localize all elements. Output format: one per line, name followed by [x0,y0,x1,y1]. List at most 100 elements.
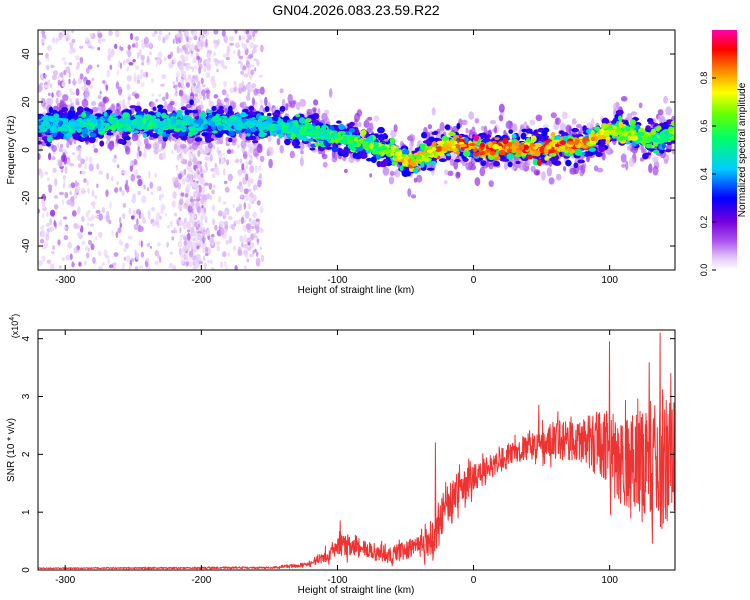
noise-speckle [50,209,56,217]
noise-speckle [147,210,151,215]
noise-speckle [195,185,200,193]
noise-speckle [260,254,265,263]
noise-speckle [141,195,147,204]
noise-speckle [119,62,123,70]
noise-speckle [57,90,60,96]
ridge-halo-point [546,167,553,177]
ridge-point [205,136,211,143]
noise-speckle [98,213,103,221]
noise-speckle [172,191,177,199]
ridge-point [653,149,660,154]
noise-speckle [68,70,71,78]
ridge-point [426,167,435,171]
noise-speckle [40,38,45,44]
ridge-halo-point [382,166,390,176]
ridge-point [299,117,306,124]
noise-speckle [144,36,149,45]
ridge-point [670,120,675,127]
noise-speckle [184,176,190,182]
noise-speckle [251,83,257,89]
ridge-point [428,136,436,143]
noise-speckle [133,75,137,83]
ridge-halo-point [416,174,423,183]
noise-speckle [68,50,73,55]
noise-speckle [73,247,78,254]
noise-speckle [62,33,68,38]
noise-speckle [74,179,78,188]
ridge-point [481,154,486,159]
ridge-point [377,134,386,141]
noise-speckle [202,236,205,244]
ridge-point [273,115,279,122]
noise-speckle [254,232,257,236]
noise-speckle [222,152,225,156]
noise-speckle [217,60,222,64]
noise-speckle [189,255,192,261]
ridge-point [566,136,573,140]
noise-speckle [150,207,155,212]
noise-speckle [171,236,175,241]
noise-speckle [63,178,66,186]
ridge-point [521,128,528,133]
noise-speckle [96,163,100,170]
noise-speckle [126,75,132,82]
noise-speckle [92,205,96,210]
noise-speckle [177,82,182,88]
noise-speckle [91,189,95,197]
noise-speckle [154,260,159,265]
ridge-point [389,137,396,145]
noise-speckle [154,172,158,178]
noise-speckle [149,245,152,249]
noise-speckle [108,30,113,36]
noise-speckle [114,43,118,50]
noise-speckle [140,240,143,248]
ridge-point [338,124,346,130]
noise-speckle [213,39,217,45]
noise-speckle [140,54,145,61]
ridge-halo-point [427,124,433,130]
ridge-point [387,160,393,166]
noise-speckle [205,252,209,257]
noise-speckle [61,81,66,88]
noise-speckle [137,52,140,59]
noise-speckle [259,173,262,179]
ridge-point [650,128,657,136]
ridge-halo-point [579,168,585,177]
ridge-point [629,119,636,126]
noise-speckle [245,165,248,170]
noise-speckle [92,256,96,264]
noise-speckle [218,220,224,228]
noise-speckle [168,263,174,269]
noise-speckle [49,83,53,89]
noise-speckle [57,75,60,80]
noise-speckle [116,164,120,169]
ridge-point [295,114,301,118]
ridge-point [192,109,199,114]
noise-speckle [123,247,127,253]
noise-speckle [59,143,64,149]
noise-speckle [46,44,52,52]
noise-speckle [218,152,223,160]
noise-speckle [206,193,211,200]
noise-speckle [217,210,223,217]
noise-speckle [124,242,129,249]
ridge-point [537,159,542,167]
noise-speckle [212,51,217,57]
ridge-point [206,110,213,114]
noise-speckle [125,255,131,262]
ridge-halo-point [241,133,246,143]
noise-speckle [64,166,68,175]
noise-speckle [47,79,51,86]
noise-speckle [84,162,87,170]
noise-speckle [200,77,204,85]
noise-speckle [204,262,207,270]
noise-speckle [203,30,207,35]
noise-speckle [88,156,93,164]
noise-speckle [215,241,221,246]
ridge-point [494,156,501,161]
noise-speckle [255,218,260,222]
noise-speckle [191,83,194,91]
ridge-point [648,121,655,125]
ridge-halo-point [488,164,494,170]
ridge-halo-point [79,73,84,80]
